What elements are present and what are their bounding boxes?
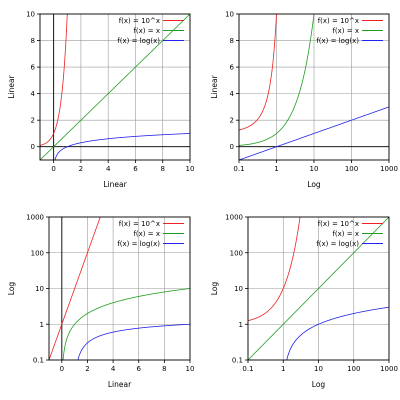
series-line-pow10 bbox=[248, 217, 301, 322]
series-line-identity bbox=[248, 217, 389, 360]
x-tick-label-2: 4 bbox=[111, 365, 116, 373]
legend-label-log10: f(x) = log(x) bbox=[316, 37, 359, 45]
chart-panel-4: 0.1 1 10 100 1000 0.1 1 10 100 1000 Log Log f(x) = 1… bbox=[210, 214, 398, 390]
series-line-identity bbox=[62, 288, 190, 360]
x-axis-title: Linear bbox=[108, 380, 132, 389]
y-tick-label-1: 2 bbox=[31, 117, 35, 125]
legend: f(x) = 10^x f(x) = x f(x) = log(x) bbox=[117, 220, 184, 248]
y-tick-label-5: 10 bbox=[225, 11, 234, 19]
y-tick-label-3: 6 bbox=[230, 64, 235, 72]
y-tick-label-2: 4 bbox=[230, 90, 235, 98]
y-axis-title: Linear bbox=[7, 74, 16, 98]
y-axis-title: Linear bbox=[210, 74, 219, 98]
legend-label-identity: f(x) = x bbox=[332, 230, 359, 238]
chart-panel-2: 0.1 1 10 100 1000 0 2 4 6 8 10 Log Linear f(x) = 10^x… bbox=[210, 11, 398, 190]
legend: f(x) = 10^x f(x) = x f(x) = log(x) bbox=[316, 17, 383, 45]
x-tick-label-5: 10 bbox=[186, 365, 195, 373]
y-tick-label-1: 1 bbox=[40, 321, 44, 329]
y-tick-label-4: 1000 bbox=[26, 214, 44, 222]
y-tick-label-0: 0.1 bbox=[33, 357, 44, 365]
y-tick-label-3: 100 bbox=[31, 249, 44, 257]
x-tick-label-1: 2 bbox=[85, 365, 89, 373]
x-tick-label-4: 8 bbox=[162, 365, 166, 373]
x-tick-label-3: 100 bbox=[345, 165, 358, 173]
series-line-log10 bbox=[54, 133, 190, 160]
legend-label-pow10: f(x) = 10^x bbox=[119, 220, 160, 228]
series-line-log10 bbox=[77, 323, 190, 360]
y-tick-label-3: 100 bbox=[230, 249, 243, 257]
x-tick-label-3: 100 bbox=[347, 365, 360, 373]
y-tick-label-0: 0 bbox=[230, 143, 234, 151]
x-tick-label-3: 6 bbox=[136, 365, 141, 373]
y-tick-label-2: 4 bbox=[31, 90, 36, 98]
y-tick-label-4: 8 bbox=[230, 37, 234, 45]
chart-panel-3: 0 2 4 6 8 10 0.1 1 10 100 1000 Linear Log f(x) = 10^x… bbox=[7, 214, 195, 390]
x-tick-label-4: 1000 bbox=[380, 165, 398, 173]
legend-label-identity: f(x) = x bbox=[133, 27, 160, 35]
legend-label-pow10: f(x) = 10^x bbox=[119, 17, 160, 25]
x-tick-label-0: 0 bbox=[51, 165, 55, 173]
y-tick-label-1: 2 bbox=[230, 117, 234, 125]
series-line-pow10 bbox=[239, 14, 277, 131]
y-tick-label-2: 10 bbox=[234, 285, 243, 293]
x-tick-label-0: 0 bbox=[60, 365, 64, 373]
y-tick-label-0: 0 bbox=[31, 143, 35, 151]
legend-label-log10: f(x) = log(x) bbox=[316, 240, 359, 248]
x-axis-title: Log bbox=[307, 180, 321, 189]
y-tick-label-4: 1000 bbox=[225, 214, 243, 222]
legend-label-identity: f(x) = x bbox=[332, 27, 359, 35]
x-tick-label-4: 8 bbox=[160, 165, 164, 173]
y-axis-title: Log bbox=[210, 282, 219, 296]
series-line-identity bbox=[40, 14, 190, 160]
y-tick-label-5: 10 bbox=[26, 11, 35, 19]
legend-label-pow10: f(x) = 10^x bbox=[318, 220, 359, 228]
x-tick-label-1: 1 bbox=[281, 365, 285, 373]
x-tick-label-0: 0.1 bbox=[233, 165, 244, 173]
x-tick-label-2: 10 bbox=[314, 365, 323, 373]
x-tick-label-3: 6 bbox=[133, 165, 138, 173]
x-tick-label-0: 0.1 bbox=[242, 365, 253, 373]
y-tick-label-3: 6 bbox=[31, 64, 36, 72]
series-line-log10 bbox=[286, 306, 389, 360]
y-tick-label-4: 8 bbox=[31, 37, 35, 45]
x-tick-label-5: 10 bbox=[186, 165, 195, 173]
x-axis-title: Linear bbox=[103, 180, 127, 189]
legend-label-identity: f(x) = x bbox=[133, 230, 160, 238]
y-tick-label-1: 1 bbox=[239, 321, 243, 329]
x-tick-label-4: 1000 bbox=[380, 365, 398, 373]
x-tick-label-2: 4 bbox=[106, 165, 111, 173]
x-tick-label-2: 10 bbox=[310, 165, 319, 173]
series-line-identity bbox=[239, 14, 315, 146]
legend: f(x) = 10^x f(x) = x f(x) = log(x) bbox=[117, 17, 184, 45]
x-tick-label-1: 2 bbox=[79, 165, 83, 173]
series-line-pow10 bbox=[40, 14, 68, 146]
y-axis-title: Log bbox=[7, 282, 16, 296]
legend-label-pow10: f(x) = 10^x bbox=[318, 17, 359, 25]
y-tick-label-0: 0.1 bbox=[232, 357, 243, 365]
legend-label-log10: f(x) = log(x) bbox=[117, 37, 160, 45]
x-tick-label-1: 1 bbox=[274, 165, 278, 173]
series-line-log10 bbox=[239, 106, 389, 160]
x-axis-title: Log bbox=[312, 380, 326, 389]
plot-frame bbox=[39, 13, 191, 161]
legend: f(x) = 10^x f(x) = x f(x) = log(x) bbox=[316, 220, 383, 248]
series-line-pow10 bbox=[49, 217, 101, 360]
legend-label-log10: f(x) = log(x) bbox=[117, 240, 160, 248]
y-tick-label-2: 10 bbox=[35, 285, 44, 293]
